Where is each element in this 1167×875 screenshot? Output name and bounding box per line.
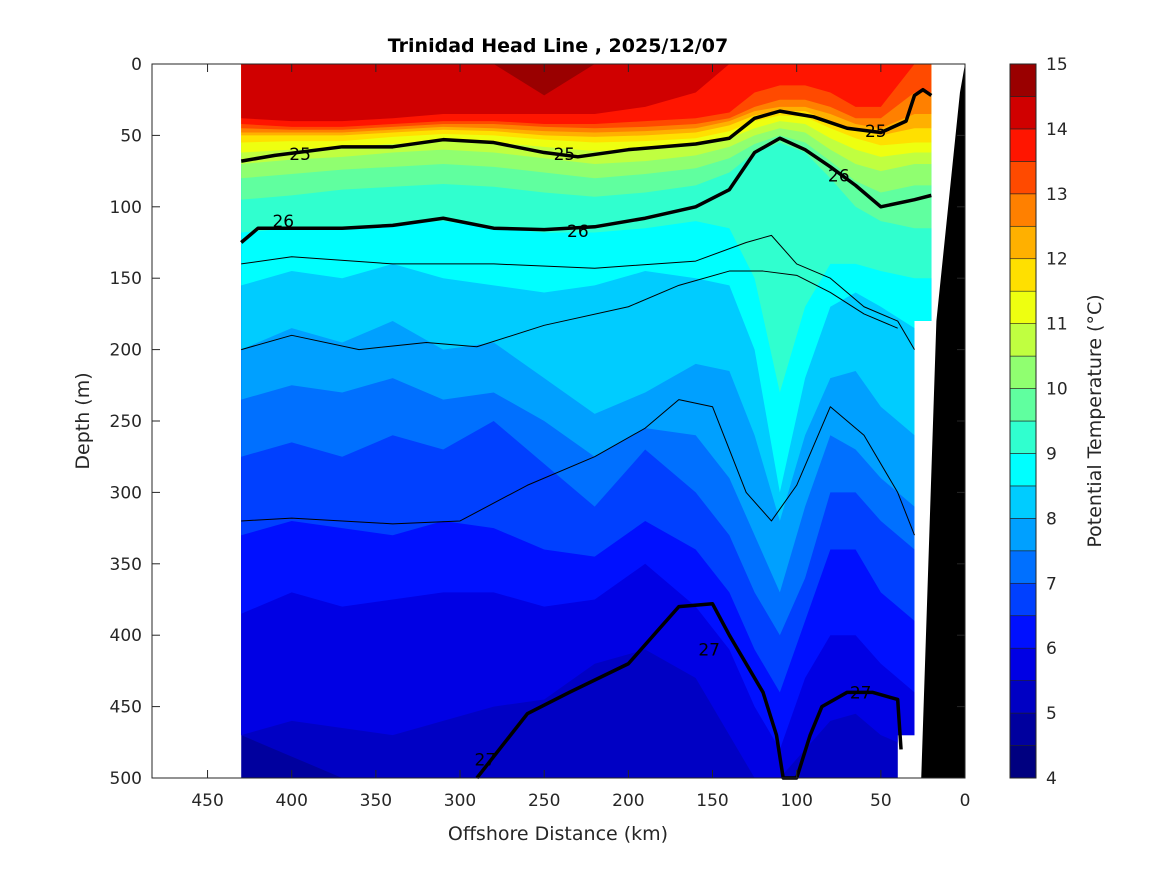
colorbar-swatch-11.5 — [1009, 258, 1037, 292]
colorbar-label: Potential Temperature (°C) — [1084, 294, 1106, 547]
colorbar-swatch-6.5 — [1009, 582, 1037, 617]
colorbar-swatch-9 — [1009, 420, 1037, 454]
x-tick-label: 350 — [360, 791, 392, 811]
colorbar-swatch-10.5 — [1009, 323, 1037, 357]
x-tick-label: 400 — [275, 791, 307, 811]
x-tick-label: 0 — [960, 791, 971, 811]
colorbar-swatch-12 — [1009, 225, 1037, 260]
colorbar-swatch-10 — [1009, 355, 1037, 389]
x-tick-label: 450 — [191, 791, 223, 811]
x-tick-label: 50 — [870, 791, 892, 811]
density-contour-line-27 — [475, 602, 903, 780]
contour-fills — [241, 64, 932, 778]
colorbar-swatch-4.5 — [1009, 712, 1037, 746]
contour-label-27: 27 — [850, 683, 872, 703]
colorbar-swatch-7 — [1009, 550, 1037, 584]
bathymetry-seafloor — [921, 64, 965, 778]
x-tick-label: 250 — [528, 791, 560, 811]
colorbar-swatch-6 — [1009, 615, 1037, 649]
y-tick-label: 300 — [110, 483, 142, 503]
band-above-14 — [241, 64, 932, 122]
y-tick-label: 0 — [131, 55, 142, 75]
colorbar-tick-label: 5 — [1046, 704, 1057, 724]
colorbar-frame — [1009, 63, 1037, 779]
colorbar-swatch-13 — [1009, 161, 1037, 195]
colorbar-swatch-5.5 — [1009, 647, 1037, 681]
y-tick-label: 400 — [110, 626, 142, 646]
colorbar-tick-label: 10 — [1046, 380, 1068, 400]
density-contour-line-26 — [240, 136, 932, 244]
contour-label-25: 25 — [865, 122, 887, 142]
axes: 450 400 350 300 250 200 150 100 50 00501001502002… — [110, 55, 971, 811]
contour-label-27: 27 — [698, 640, 720, 660]
colorbar-tick-label: 9 — [1046, 444, 1057, 464]
colorbar-swatch-12.5 — [1009, 193, 1037, 227]
contour-label-26: 26 — [567, 222, 589, 242]
contour-label-25: 25 — [554, 145, 576, 165]
contour-label-27: 27 — [474, 750, 496, 770]
colorbar-swatch-11 — [1009, 290, 1037, 324]
chart-title: Trinidad Head Line , 2025/12/07 — [388, 35, 728, 57]
colorbar-swatch-14.5 — [1009, 63, 1037, 97]
colorbar-tick-label: 8 — [1046, 509, 1057, 529]
density-contour-line-thin-4 — [241, 270, 898, 351]
colorbar-swatch-9.5 — [1009, 388, 1037, 422]
colorbar-tick-label: 13 — [1046, 185, 1068, 205]
x-tick-label: 200 — [612, 791, 644, 811]
x-tick-label: 300 — [444, 791, 476, 811]
colorbar-tick-label: 7 — [1046, 574, 1057, 594]
contour-label-26: 26 — [272, 212, 294, 232]
y-tick-label: 500 — [110, 769, 142, 789]
colorbar-tick-label: 11 — [1046, 315, 1068, 335]
x-tick-label: 150 — [696, 791, 728, 811]
colorbar: 4 5 6 7 8 9 10 11 12 13 14 15 — [1009, 55, 1068, 789]
y-tick-label: 150 — [110, 269, 142, 289]
density-contour-line-thin-3 — [241, 234, 915, 350]
density-contour-line-thin-5 — [241, 399, 915, 536]
colorbar-swatch-8.5 — [1009, 453, 1037, 487]
x-axis-label: Offshore Distance (km) — [448, 823, 668, 845]
y-tick-label: 50 — [120, 126, 142, 146]
colorbar-tick-label: 14 — [1046, 120, 1068, 140]
colorbar-tick-label: 15 — [1046, 55, 1068, 75]
density-contours: 25 25 25 26 26 26 27 27 27 — [240, 87, 933, 780]
colorbar-swatch-8 — [1009, 485, 1037, 519]
colorbar-swatch-14 — [1009, 96, 1037, 130]
colorbar-tick-label: 4 — [1046, 769, 1057, 789]
colorbar-swatch-13.5 — [1009, 128, 1037, 162]
density-contour-line-25 — [240, 87, 933, 163]
colorbar-tick-label: 12 — [1046, 250, 1068, 270]
y-tick-label: 100 — [110, 198, 142, 218]
colorbar-swatch-7.5 — [1009, 518, 1037, 552]
y-tick-label: 250 — [110, 412, 142, 432]
contour-label-25: 25 — [289, 145, 311, 165]
y-tick-label: 350 — [110, 555, 142, 575]
contour-label-26: 26 — [828, 166, 850, 186]
colorbar-tick-label: 6 — [1046, 639, 1057, 659]
x-tick-label: 100 — [780, 791, 812, 811]
colorbar-swatch-4 — [1009, 745, 1037, 779]
y-tick-label: 200 — [110, 341, 142, 361]
colorbar-swatch-5 — [1009, 680, 1037, 714]
y-tick-label: 450 — [110, 698, 142, 718]
y-axis-label: Depth (m) — [72, 372, 94, 469]
